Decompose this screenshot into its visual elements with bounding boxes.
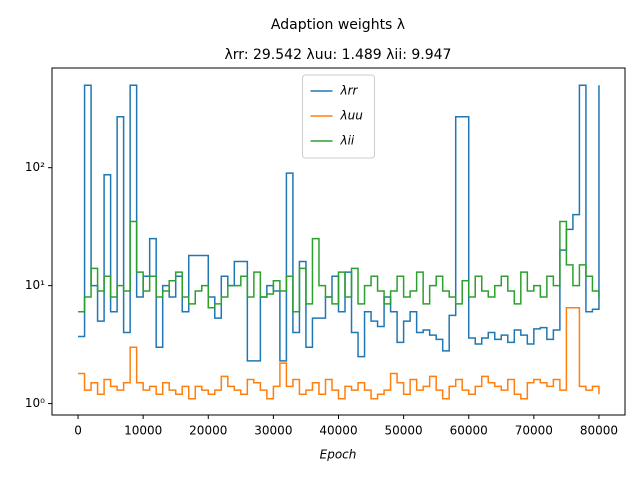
- x-tick-label: 0: [74, 424, 82, 438]
- plot-area: [78, 84, 600, 400]
- chart-title: Adaption weights λ: [271, 17, 405, 33]
- y-tick-label: 10²: [25, 160, 45, 174]
- legend-label: λuu: [340, 109, 364, 123]
- x-tick-label: 70000: [515, 424, 553, 438]
- legend-box: [302, 74, 375, 159]
- legend-label: λrr: [340, 84, 359, 98]
- x-tick-label: 20000: [189, 424, 227, 438]
- x-axis-label: Epoch: [320, 448, 357, 462]
- axes-frame: [51, 67, 626, 416]
- y-tick-label: 10¹: [25, 278, 45, 292]
- x-tick-label: 50000: [385, 424, 423, 438]
- y-tick-label: 10⁰: [25, 396, 45, 410]
- x-tick-label: 10000: [124, 424, 162, 438]
- x-tick-label: 40000: [319, 424, 357, 438]
- legend-label: λii: [340, 134, 355, 148]
- x-tick-label: 60000: [450, 424, 488, 438]
- x-tick-label: 80000: [580, 424, 618, 438]
- chart-subtitle: λrr: 29.542 λuu: 1.489 λii: 9.947: [225, 47, 452, 63]
- series-line: [78, 220, 600, 313]
- x-tick-label: 30000: [254, 424, 292, 438]
- series-line: [78, 306, 600, 400]
